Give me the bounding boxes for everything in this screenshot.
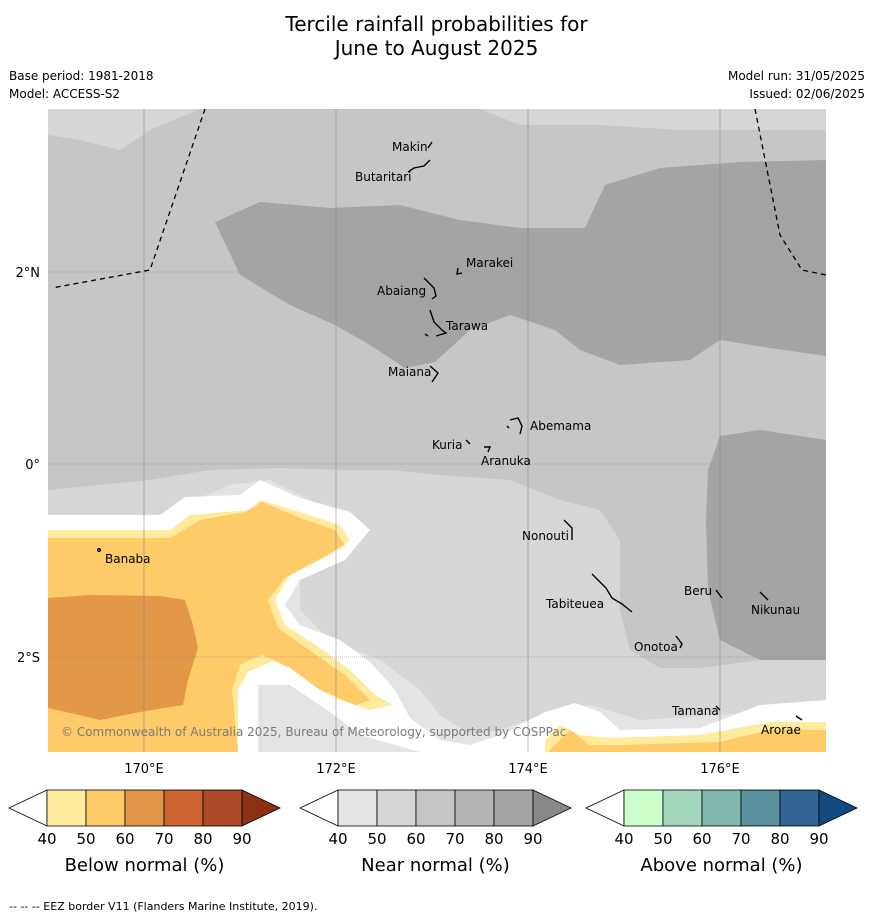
meta-left: Base period: 1981-2018 Model: ACCESS-S2 (9, 67, 154, 103)
island-label-marakei: Marakei (466, 256, 513, 270)
lat-label-0: 0° (25, 458, 40, 473)
near-normal-40-50-inner (258, 685, 420, 752)
island-label-nonouti: Nonouti (522, 529, 569, 543)
colorbar-title: Below normal (%) (65, 855, 225, 876)
eez-border (51, 108, 827, 289)
colorbars: 40 50 60 70 80 90 Below normal (%) 40 50 60 70 80 90… (8, 789, 858, 876)
below-normal-60-70-region (48, 595, 198, 720)
colorbar-segment (493, 789, 534, 827)
island-label-tarawa: Tarawa (445, 319, 488, 333)
colorbar-tick-label: 60 (406, 830, 425, 848)
island-label-abemama: Abemama (530, 419, 591, 433)
colorbar-tick-label: 90 (232, 830, 251, 848)
island-label-onotoa: Onotoa (634, 640, 678, 654)
model-run: Model run: 31/05/2025 (727, 69, 865, 83)
island-label-aranuka: Aranuka (481, 454, 531, 468)
title-line-1: Tercile rainfall probabilities for (285, 12, 588, 36)
copyright-text: © Commonwealth of Australia 2025, Bureau… (61, 725, 566, 739)
colorbar-extend-high (532, 789, 572, 827)
colorbar-tick-label: 70 (445, 830, 464, 848)
colorbar-segment (662, 789, 703, 827)
near-normal-50-60-top (330, 109, 826, 130)
colorbar-segment (623, 789, 664, 827)
lon-label-172e: 172°E (316, 762, 356, 777)
colorbar-tick-label: 40 (328, 830, 347, 848)
near-normal-70-80-north (215, 160, 826, 368)
island-label-beru: Beru (684, 584, 712, 598)
latitude-labels: 2°N 0° 2°S (16, 266, 41, 666)
colorbar-segment (376, 789, 417, 827)
colorbar-tick-label: 80 (770, 830, 789, 848)
below-normal-50-60-southeast (548, 730, 826, 752)
colorbar-extend-low (299, 789, 339, 827)
colorbar-tick-label: 50 (653, 830, 672, 848)
colorbar-tick-label: 90 (809, 830, 828, 848)
colorbar-tick-label: 80 (193, 830, 212, 848)
colorbar-2: 40 50 60 70 80 90 Above normal (%) (585, 789, 858, 876)
island-label-maiana: Maiana (388, 365, 431, 379)
issued-date: Issued: 02/06/2025 (749, 87, 865, 101)
island-labels: Makin Butaritari Marakei Abaiang Tarawa … (105, 140, 801, 737)
colorbar-extend-high (818, 789, 858, 827)
page-title: Tercile rainfall probabilities for June … (0, 12, 873, 60)
colorbar-tick-label: 40 (614, 830, 633, 848)
colorbar-segment (124, 789, 165, 827)
model-name: Model: ACCESS-S2 (9, 87, 121, 101)
colorbar-segment (163, 789, 204, 827)
colorbar-extend-low (585, 789, 625, 827)
island-label-kuria: Kuria (432, 438, 463, 452)
island-label-tamana: Tamana (671, 704, 719, 718)
colorbar-segment (202, 789, 243, 827)
colorbar-segment (415, 789, 456, 827)
base-period: Base period: 1981-2018 (9, 69, 154, 83)
lon-label-174e: 174°E (508, 762, 548, 777)
colorbar-segment (779, 789, 820, 827)
colorbar-extend-high (241, 789, 281, 827)
colorbar-tick-label: 60 (115, 830, 134, 848)
title-line-2: June to August 2025 (334, 36, 539, 60)
graticule (48, 109, 826, 752)
colorbar-tick-label: 50 (76, 830, 95, 848)
lon-label-170e: 170°E (124, 762, 164, 777)
colorbar-tick-label: 60 (692, 830, 711, 848)
colorbar-segment (454, 789, 495, 827)
colorbar-segment (46, 789, 87, 827)
colorbar-extend-low (8, 789, 48, 827)
island-shapes (96, 141, 803, 721)
colorbar-segment (85, 789, 126, 827)
footnote: -- -- -- EEZ border V11 (Flanders Marine… (9, 900, 318, 913)
island-label-abaiang: Abaiang (377, 284, 426, 298)
colorbar-segment (701, 789, 742, 827)
colorbar-0: 40 50 60 70 80 90 Below normal (%) (8, 789, 281, 876)
island-label-butaritari: Butaritari (355, 170, 412, 184)
colorbar-tick-label: 50 (367, 830, 386, 848)
lat-label-2s: 2°S (17, 651, 40, 666)
colorbar-tick-label: 70 (154, 830, 173, 848)
lat-label-2n: 2°N (16, 266, 41, 281)
colorbar-segment (740, 789, 781, 827)
longitude-labels: 170°E 172°E 174°E 176°E (124, 762, 740, 777)
colorbar-tick-label: 90 (523, 830, 542, 848)
island-label-arorae: Arorae (761, 723, 801, 737)
near-normal-70-80-east (706, 430, 826, 660)
island-label-banaba: Banaba (105, 552, 151, 566)
meta-right: Model run: 31/05/2025 Issued: 02/06/2025 (728, 67, 865, 103)
colorbar-tick-label: 70 (731, 830, 750, 848)
near-normal-50-60-corner (48, 109, 200, 150)
island-label-nikunau: Nikunau (751, 603, 800, 617)
colorbar-title: Above normal (%) (640, 855, 802, 876)
colorbar-tick-label: 80 (484, 830, 503, 848)
colorbar-1: 40 50 60 70 80 90 Near normal (%) (299, 789, 572, 876)
lon-label-176e: 176°E (700, 762, 740, 777)
colorbar-title: Near normal (%) (361, 855, 510, 876)
colorbar-tick-label: 40 (37, 830, 56, 848)
island-label-makin: Makin (392, 140, 428, 154)
colorbar-segment (337, 789, 378, 827)
island-label-tabiteuea: Tabiteuea (545, 597, 604, 611)
